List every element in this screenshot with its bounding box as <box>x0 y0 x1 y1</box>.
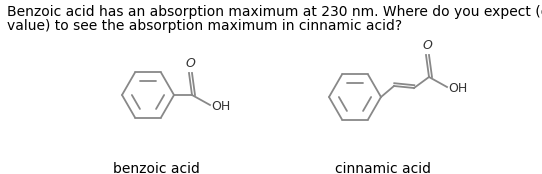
Text: OH: OH <box>448 81 467 94</box>
Text: Benzoic acid has an absorption maximum at 230 nm. Where do you expect (give a: Benzoic acid has an absorption maximum a… <box>7 5 542 19</box>
Text: cinnamic acid: cinnamic acid <box>335 162 431 174</box>
Text: OH: OH <box>211 100 230 113</box>
Text: value) to see the absorption maximum in cinnamic acid?: value) to see the absorption maximum in … <box>7 19 402 33</box>
Text: benzoic acid: benzoic acid <box>113 162 199 174</box>
Text: O: O <box>185 57 196 70</box>
Text: O: O <box>423 39 433 52</box>
